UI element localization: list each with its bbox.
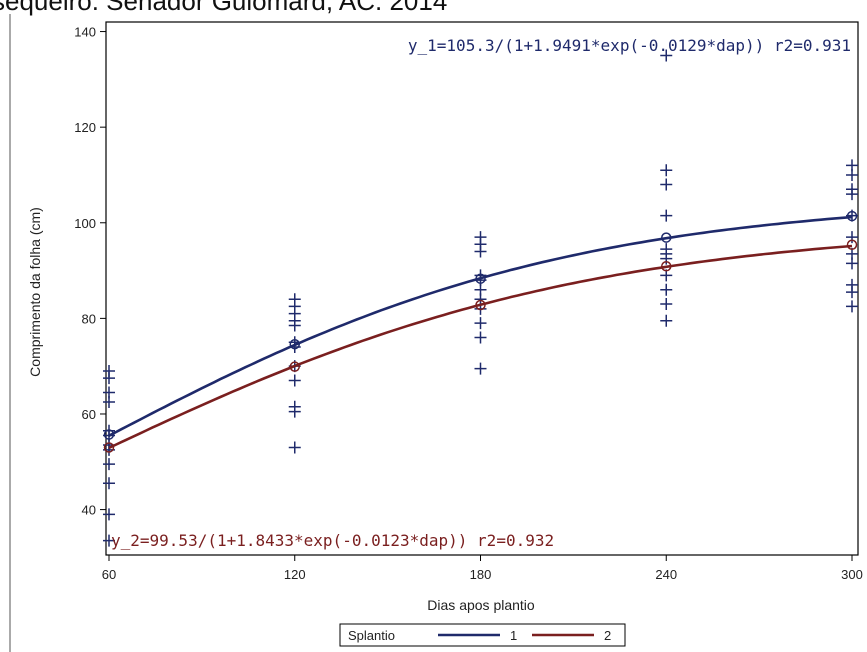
y-axis: 40 60 80 100 120 140 (74, 25, 106, 518)
x-tick-label: 120 (284, 567, 306, 582)
observation-point (660, 164, 673, 177)
equation-series-1: y_1=105.3/(1+1.9491*exp(-0.0129*dap)) r2… (408, 36, 851, 55)
observation-point (474, 331, 487, 344)
y-tick-label: 60 (82, 407, 96, 422)
observation-point (660, 252, 673, 265)
observation-point (846, 168, 858, 181)
y-tick-label: 120 (74, 120, 96, 135)
observation-point (846, 188, 858, 201)
observation-point (660, 283, 673, 296)
observation-point (474, 362, 487, 375)
y-tick-label: 40 (82, 503, 96, 518)
x-tick-label: 180 (470, 567, 492, 582)
x-tick-label: 300 (841, 567, 863, 582)
page-title: sequeiro. Senador Guiomard, AC. 2014 (0, 0, 448, 16)
mean-marker-series-2 (289, 361, 300, 372)
x-axis-label: Dias apos plantio (427, 597, 535, 613)
observation-point (103, 372, 115, 385)
observation-point (288, 405, 301, 418)
mean-marker-series-2 (661, 261, 672, 272)
observation-point (288, 319, 301, 332)
fit-curve-series-1 (108, 215, 853, 437)
mean-markers (103, 210, 858, 453)
observation-point (103, 458, 115, 471)
observation-point (846, 231, 858, 244)
observation-point (660, 314, 673, 327)
x-tick-label: 60 (102, 567, 116, 582)
mean-marker-series-1 (103, 429, 115, 440)
y-tick-label: 80 (82, 311, 96, 326)
observation-point (474, 317, 487, 330)
fit-curve-series-2 (108, 244, 853, 450)
plot-area (105, 21, 859, 556)
mean-marker-series-1 (846, 210, 858, 222)
observation-point (288, 374, 301, 387)
mean-marker-series-2 (103, 442, 115, 453)
observations (103, 49, 858, 547)
mean-marker-series-2 (475, 299, 486, 311)
x-axis: 60 120 180 240 300 (102, 555, 863, 582)
legend-label-2: 2 (604, 628, 611, 643)
y-tick-label: 100 (74, 216, 96, 231)
mean-marker-series-1 (475, 273, 486, 284)
observation-point (846, 300, 858, 313)
legend-label-1: 1 (510, 628, 517, 643)
legend-title: Splantio (348, 628, 395, 643)
y-tick-label: 140 (74, 25, 96, 40)
equation-series-2: y_2=99.53/(1+1.8433*exp(-0.0123*dap)) r2… (111, 531, 554, 550)
observation-point (846, 257, 858, 270)
observation-point (103, 508, 115, 521)
observation-point (103, 396, 115, 409)
y-axis-label: Comprimento da folha (cm) (27, 207, 43, 377)
observation-point (660, 178, 673, 191)
observation-point (474, 245, 487, 258)
legend: Splantio 1 2 (339, 623, 626, 647)
fitted-curves (108, 215, 853, 450)
x-tick-label: 240 (655, 567, 677, 582)
observation-point (103, 477, 115, 490)
observation-point (846, 286, 858, 299)
observation-point (103, 534, 115, 547)
observation-point (288, 441, 301, 454)
observation-point (660, 298, 673, 311)
observation-point (660, 209, 673, 222)
observation-point (660, 49, 673, 62)
mean-marker-series-2 (846, 239, 858, 251)
mean-marker-series-1 (661, 232, 672, 243)
mean-marker-series-1 (289, 338, 300, 350)
